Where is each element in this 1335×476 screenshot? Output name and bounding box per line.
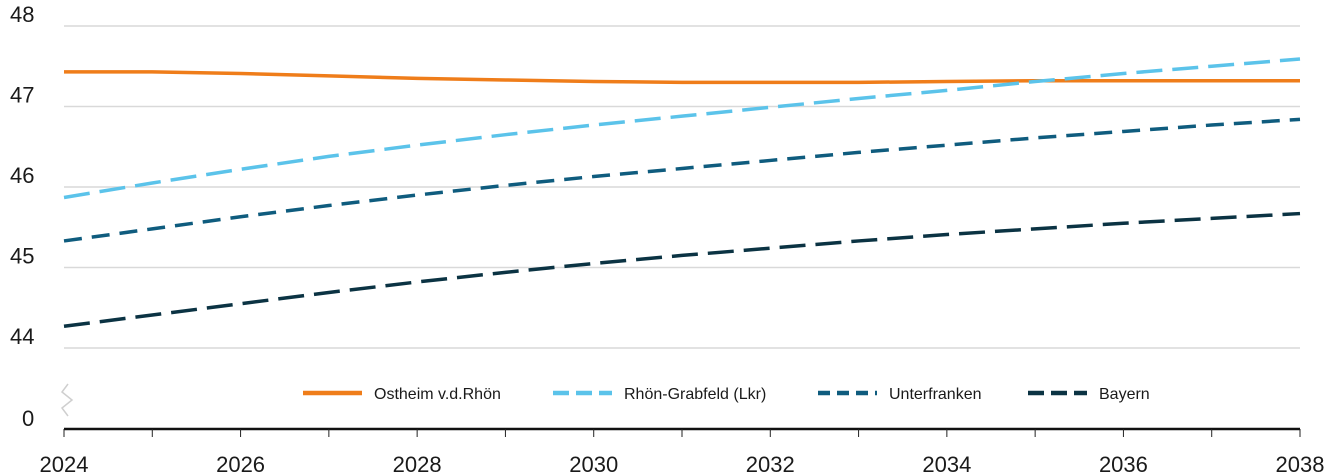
legend-label-0: Ostheim v.d.Rhön [374,386,501,403]
x-tick-label: 2032 [746,452,795,476]
y-tick-label: 47 [10,83,34,108]
y-axis-ticks: 44 45 46 47 48 0 [10,2,34,431]
series-line-2 [63,117,1301,243]
axis-break-icon [60,383,74,417]
legend-label-3: Bayern [1099,386,1150,403]
x-tick-label: 2036 [1099,452,1148,476]
x-tick-label: 2030 [569,452,618,476]
x-tick-label: 2034 [922,452,971,476]
legend: Ostheim v.d.Rhön Rhön-Grabfeld (Lkr) Unter… [303,386,1150,403]
x-tick-label: 2026 [216,452,265,476]
y-tick-label: 46 [10,163,34,188]
y-tick-label: 48 [10,2,34,27]
legend-label-2: Unterfranken [889,386,982,403]
series-line-3 [63,211,1301,328]
series-lines [63,57,1301,328]
x-axis: 2024 2026 2028 2030 2032 2034 2036 2038 [40,427,1325,476]
x-tick-label: 2028 [393,452,442,476]
series-line-1 [63,57,1301,200]
grid-lines [64,25,1300,349]
series-line-0 [64,70,1300,85]
legend-label-1: Rhön-Grabfeld (Lkr) [624,386,766,403]
y-axis-break [60,383,74,417]
y-tick-label: 44 [10,324,34,349]
y-tick-label: 45 [10,244,34,269]
x-tick-label: 2024 [40,452,89,476]
x-tick-label: 2038 [1276,452,1325,476]
y-tick-label-origin: 0 [22,406,34,431]
